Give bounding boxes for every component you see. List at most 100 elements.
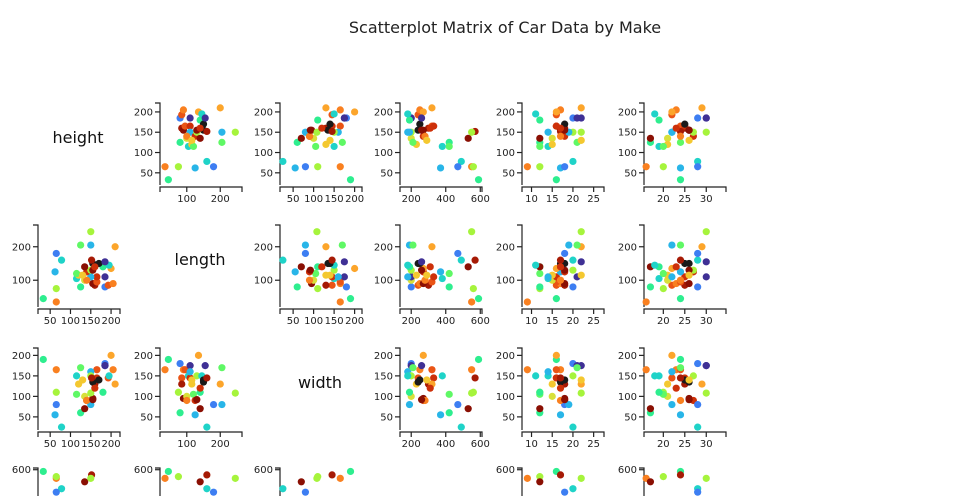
data-point — [322, 281, 330, 289]
data-point — [548, 134, 556, 142]
data-point — [87, 389, 95, 397]
data-point — [573, 241, 581, 249]
x-tick-label: 25 — [678, 194, 691, 205]
x-tick-label: 100 — [304, 316, 323, 327]
data-point — [523, 366, 531, 374]
data-point — [218, 400, 226, 409]
data-point — [409, 241, 417, 249]
data-point — [203, 485, 211, 493]
cell-3-4: 600 — [496, 465, 585, 496]
data-point — [297, 478, 305, 486]
data-point — [72, 269, 81, 278]
cell-1-1: length — [175, 250, 226, 269]
data-point — [544, 368, 552, 376]
x-tick: 30 — [700, 187, 713, 205]
y-tick: 150 — [134, 128, 160, 139]
data-point — [93, 273, 101, 281]
data-point — [556, 124, 565, 132]
x-tick: 200 — [402, 309, 421, 327]
data-point — [569, 485, 577, 493]
data-point — [81, 478, 89, 486]
y-tick: 100 — [496, 276, 522, 287]
data-point — [318, 124, 326, 132]
y-axis: 600 — [496, 465, 523, 496]
data-point — [91, 263, 99, 271]
data-point — [52, 366, 60, 374]
data-point — [428, 243, 436, 251]
data-point — [301, 241, 310, 249]
data-point — [328, 281, 336, 289]
data-point — [536, 405, 544, 413]
data-point — [668, 400, 676, 409]
data-point — [326, 271, 334, 279]
y-tick-label: 600 — [496, 465, 515, 476]
y-tick-label: 50 — [18, 412, 31, 423]
data-point — [468, 366, 476, 374]
data-point — [52, 473, 60, 481]
data-point — [404, 372, 412, 380]
data-point — [330, 142, 338, 151]
data-point — [297, 134, 305, 142]
y-tick-label: 150 — [134, 128, 153, 139]
data-point — [659, 163, 667, 171]
data-point — [659, 142, 667, 151]
data-point — [191, 411, 199, 419]
y-tick-label: 100 — [254, 148, 273, 159]
data-point — [297, 263, 305, 271]
data-point — [342, 283, 351, 291]
data-point — [659, 284, 667, 293]
data-point — [694, 400, 702, 409]
data-point — [209, 400, 218, 409]
x-tick: 20 — [567, 309, 579, 327]
data-point — [532, 261, 540, 269]
data-point — [201, 114, 209, 122]
data-point — [111, 380, 119, 388]
x-axis-line — [521, 308, 605, 314]
data-point — [445, 283, 453, 291]
data-point — [569, 423, 577, 431]
x-tick-label: 200 — [211, 194, 230, 205]
data-point — [93, 366, 101, 374]
data-point — [231, 389, 239, 397]
y-tick: 200 — [134, 351, 160, 362]
data-point — [87, 228, 95, 236]
data-point — [404, 261, 412, 269]
data-point — [203, 423, 211, 431]
x-tick: 100 — [61, 432, 80, 450]
data-point — [174, 388, 183, 396]
data-point — [322, 243, 330, 251]
y-axis: 600 — [134, 465, 161, 496]
cell-2-5: 50 100 150 200 20 25 30 — [618, 347, 727, 450]
data-point — [561, 163, 569, 171]
y-axis: 50 100 150 200 — [12, 347, 39, 430]
data-point — [664, 380, 672, 388]
data-point — [536, 142, 544, 151]
y-axis-line — [639, 347, 645, 430]
x-tick-label: 600 — [471, 194, 490, 205]
data-point — [646, 405, 655, 413]
x-tick: 200 — [211, 187, 230, 205]
y-axis: 50 100 150 200 — [496, 347, 523, 430]
data-point — [676, 295, 685, 303]
x-tick-label: 25 — [587, 316, 600, 327]
y-tick: 600 — [496, 465, 522, 476]
data-point — [423, 376, 431, 384]
x-tick: 100 — [177, 432, 196, 450]
data-point — [301, 163, 310, 171]
data-point — [702, 258, 710, 266]
data-point — [702, 389, 710, 397]
data-point — [203, 471, 211, 479]
x-tick-label: 200 — [345, 316, 364, 327]
data-point — [561, 396, 569, 404]
data-point — [77, 364, 85, 372]
data-point — [186, 114, 194, 122]
y-tick-label: 150 — [496, 371, 515, 382]
data-point — [694, 423, 702, 431]
data-point — [164, 467, 172, 476]
y-axis: 100 200 — [254, 224, 281, 307]
data-point — [445, 409, 453, 417]
data-point — [178, 380, 186, 388]
data-point — [668, 241, 676, 249]
data-point — [573, 364, 581, 372]
x-axis: 50 100 150 200 — [37, 308, 121, 327]
